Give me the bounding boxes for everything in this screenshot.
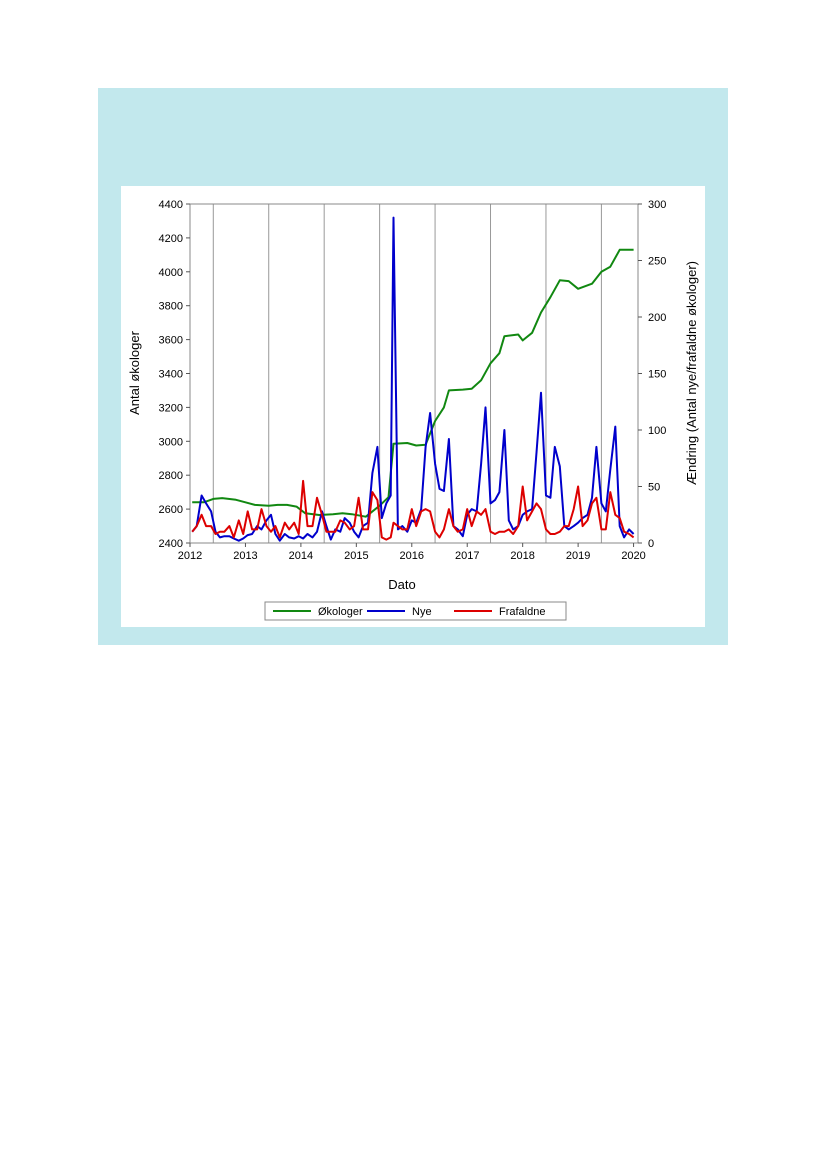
x-axis: 2012 2013 2014 2015 2016 2017 2018 2019 2020: [178, 543, 646, 562]
left-tick-label-2: 2800: [159, 470, 183, 482]
series-layer: [191, 216, 635, 542]
x-tick-label-8: 2020: [621, 550, 645, 562]
left-tick-label-4: 3200: [159, 402, 183, 414]
right-tick-label-5: 250: [648, 256, 666, 268]
x-tick-label-2: 2014: [289, 550, 313, 562]
x-tick-label-0: 2012: [178, 550, 202, 562]
x-tick-label-5: 2017: [455, 550, 479, 562]
right-tick-label-1: 50: [648, 482, 660, 494]
right-tick-label-2: 100: [648, 425, 666, 437]
left-tick-label-7: 3800: [159, 301, 183, 313]
series-line-nye: [191, 216, 635, 542]
legend-label-nye: Nye: [412, 606, 432, 618]
left-tick-label-5: 3400: [159, 369, 183, 381]
line-chart: 2400260028003000320034003600380040004200…: [127, 199, 699, 621]
x-axis-title: Dato: [388, 577, 415, 592]
x-tick-label-7: 2019: [566, 550, 590, 562]
right-tick-label-3: 150: [648, 369, 666, 381]
right-y-axis-title: Ændring (Antal nye/frafaldne økologer): [684, 261, 699, 485]
x-tick-label-1: 2013: [233, 550, 257, 562]
legend-box: [264, 601, 567, 621]
legend-label-frafaldne: Frafaldne: [499, 606, 545, 618]
left-tick-label-3: 3000: [159, 436, 183, 448]
left-y-axis-title: Antal økologer: [127, 330, 142, 414]
legend: Økologer Nye Frafaldne: [264, 601, 567, 621]
plot-frame: [189, 203, 639, 544]
left-tick-label-10: 4400: [159, 199, 183, 211]
series-line-frafaldne: [191, 479, 635, 541]
left-tick-label-8: 4000: [159, 267, 183, 279]
x-tick-label-3: 2015: [344, 550, 368, 562]
right-tick-label-6: 300: [648, 199, 666, 211]
x-tick-label-6: 2018: [510, 550, 534, 562]
right-y-axis: 0 50 100 150 200 250 300: [638, 199, 666, 550]
chart-card: 2400 2600 2800 3000 3200 3400 3600 3800 4000 4200…: [121, 186, 705, 627]
left-y-axis: 2400 2600 2800 3000 3200 3400 3600 3800 4000 4200…: [159, 199, 190, 550]
series-line-okologer: [192, 248, 634, 518]
left-tick-label-9: 4200: [159, 233, 183, 245]
x-tick-label-4: 2016: [400, 550, 424, 562]
left-tick-label-6: 3600: [159, 335, 183, 347]
left-tick-label-0: 2400: [159, 538, 183, 550]
right-tick-label-4: 200: [648, 312, 666, 324]
vertical-reference-lines: [212, 204, 602, 543]
legend-label-okologer: Økologer: [318, 606, 363, 618]
left-tick-label-1: 2600: [159, 504, 183, 516]
right-tick-label-0: 0: [648, 538, 654, 550]
